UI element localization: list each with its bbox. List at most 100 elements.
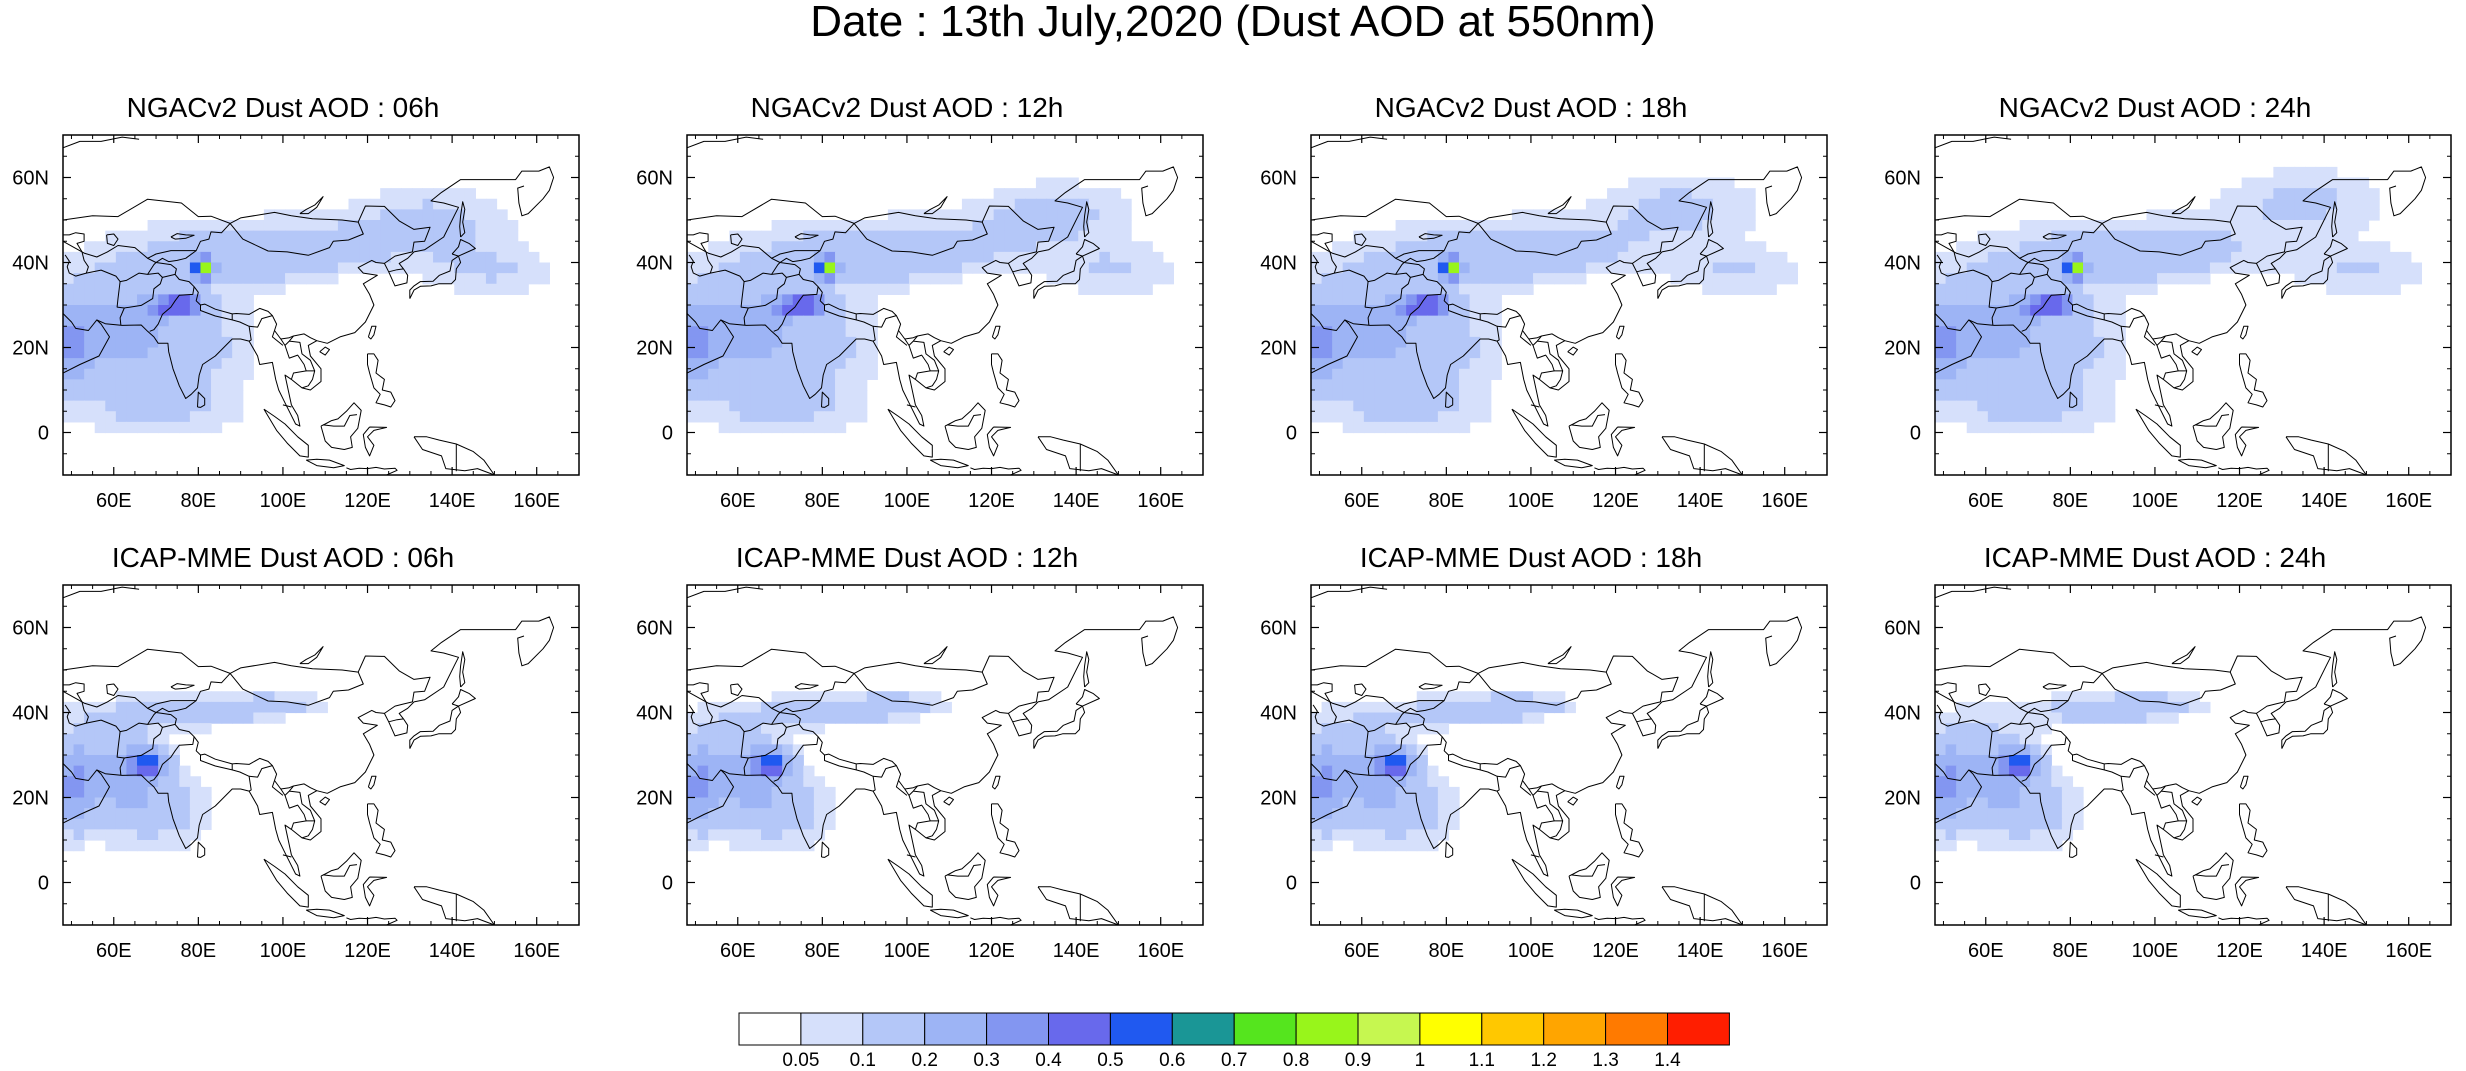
lon-tick-label: 60E [96,490,132,512]
map-panel-ngac-06: NGACv2 Dust AOD : 06h 60E 80E 100E 120E 140E 1… [3,93,580,533]
lat-tick-label: 60N [636,618,673,640]
coastlines [1935,136,2427,475]
page-title: Date : 13th July,2020 (Dust AOD at 550nm… [810,0,1656,46]
lon-tick-label: 140E [1677,940,1724,962]
lon-tick-label: 140E [429,490,476,512]
map-panel-icap-12: ICAP-MME Dust AOD : 12h 60E 80E 100E 120E 140… [627,543,1204,983]
colorbar-swatch [1048,1012,1111,1046]
panel-title: ICAP-MME Dust AOD : 12h [735,542,1079,573]
dust-aod-map: 60E 80E 100E 120E 140E 160E 60N 40N 20N 0 [12,584,580,962]
map-panel-icap-06: ICAP-MME Dust AOD : 06h 60E 80E 100E 120E 140… [3,543,580,983]
lon-tick-label: 60E [1968,940,2004,962]
lon-tick-label: 100E [884,940,931,962]
panel-title: NGACv2 Dust AOD : 12h [750,92,1064,123]
panel-title: NGACv2 Dust AOD : 06h [126,92,440,123]
lon-tick-label: 160E [1761,940,1808,962]
colorbar-swatch [1233,1012,1297,1046]
lon-tick-label: 60E [96,940,132,962]
colorbar-swatch [1605,1012,1668,1046]
lon-tick-label: 160E [1137,490,1184,512]
lon-tick-label: 160E [2385,490,2432,512]
lon-tick-label: 60E [720,940,756,962]
aod-field [1311,177,1798,434]
panel-title: ICAP-MME Dust AOD : 06h [111,542,455,573]
colorbar-swatch [1295,1012,1359,1046]
lon-tick-label: 100E [884,490,931,512]
aod-field [1935,166,2422,434]
lon-tick-label: 120E [344,490,391,512]
lat-tick-label: 60N [1260,618,1297,640]
lon-tick-label: 120E [344,940,391,962]
lon-tick-label: 80E [181,940,217,962]
lon-tick-label: 100E [260,490,307,512]
colorbar-label: 1.3 [1592,1050,1618,1067]
lat-tick-label: 20N [636,338,673,360]
map-panel-ngac-24: NGACv2 Dust AOD : 24h 60E 80E 100E 120E 140E 1… [1875,93,2452,533]
lon-tick-label: 80E [1429,490,1465,512]
map-panel-icap-24: ICAP-MME Dust AOD : 24h 60E 80E 100E 120E 140… [1875,543,2452,983]
colorbar-label: 1.2 [1530,1050,1556,1067]
aod-field [687,691,952,852]
lat-tick-label: 40N [1884,253,1921,275]
coastlines [63,586,555,925]
panel-title: ICAP-MME Dust AOD : 18h [1359,542,1703,573]
colorbar-swatch [1667,1012,1730,1046]
dust-aod-map: 60E 80E 100E 120E 140E 160E 60N 40N 20N 0 [1260,134,1828,512]
lon-tick-label: 80E [181,490,217,512]
lon-tick-label: 100E [2132,940,2179,962]
lat-tick-label: 20N [1884,338,1921,360]
lon-tick-label: 80E [2053,940,2089,962]
coastlines [687,586,1179,925]
lon-tick-label: 120E [1592,490,1639,512]
dust-aod-map: 60E 80E 100E 120E 140E 160E 60N 40N 20N 0 [1884,584,2452,962]
lon-tick-label: 60E [720,490,756,512]
colorbar-label: 0.9 [1345,1050,1371,1067]
dust-aod-map: 60E 80E 100E 120E 140E 160E 60N 40N 20N 0 [636,134,1204,512]
lat-tick-label: 40N [12,703,49,725]
aod-field [63,691,328,852]
map-panel-ngac-12: NGACv2 Dust AOD : 12h 60E 80E 100E 120E 140E 1… [627,93,1204,533]
lon-tick-label: 140E [2301,490,2348,512]
lat-tick-label: 40N [1884,703,1921,725]
coastlines [1935,586,2427,925]
colorbar-label: 0.6 [1159,1050,1185,1067]
lat-tick-label: 40N [636,253,673,275]
lon-tick-label: 160E [2385,940,2432,962]
coastlines [687,136,1179,475]
colorbar-label: 0.05 [782,1050,819,1067]
colorbar-label: 0.1 [850,1050,876,1067]
dust-aod-map: 60E 80E 100E 120E 140E 160E 60N 40N 20N 0 [1884,134,2452,512]
lat-tick-label: 60N [636,168,673,190]
lon-tick-label: 100E [1508,940,1555,962]
coastlines [1311,586,1803,925]
colorbar-swatch [862,1012,926,1046]
lat-tick-label: 60N [12,618,49,640]
lat-tick-label: 40N [1260,253,1297,275]
lon-tick-label: 80E [1429,940,1465,962]
lon-tick-label: 60E [1968,490,2004,512]
lat-tick-label: 0 [38,873,49,895]
lon-tick-label: 140E [1053,490,1100,512]
lon-tick-label: 100E [2132,490,2179,512]
lon-tick-label: 100E [260,940,307,962]
lat-tick-label: 60N [1260,168,1297,190]
colorbar: 0.05 0.1 0.2 0.3 0.4 0.5 0.6 0.7 0.8 0.9 1 1.1 1.2 1.… [738,1012,1730,1067]
lat-tick-label: 0 [662,873,673,895]
lon-tick-label: 160E [513,940,560,962]
colorbar-label: 1.4 [1654,1050,1681,1067]
lon-tick-label: 60E [1344,490,1380,512]
lat-tick-label: 0 [1910,423,1921,445]
lon-tick-label: 120E [2216,940,2263,962]
lat-tick-label: 20N [1884,788,1921,810]
lat-tick-label: 60N [1884,618,1921,640]
colorbar-swatch [1109,1012,1173,1046]
lon-tick-label: 140E [1677,490,1724,512]
lon-tick-label: 140E [429,940,476,962]
lon-tick-label: 120E [968,940,1015,962]
lat-tick-label: 40N [636,703,673,725]
lat-tick-label: 0 [662,423,673,445]
colorbar-label: 0.7 [1221,1050,1247,1067]
dust-aod-map: 60E 80E 100E 120E 140E 160E 60N 40N 20N 0 [1260,584,1828,962]
panel-title: NGACv2 Dust AOD : 18h [1374,92,1688,123]
lon-tick-label: 160E [1761,490,1808,512]
